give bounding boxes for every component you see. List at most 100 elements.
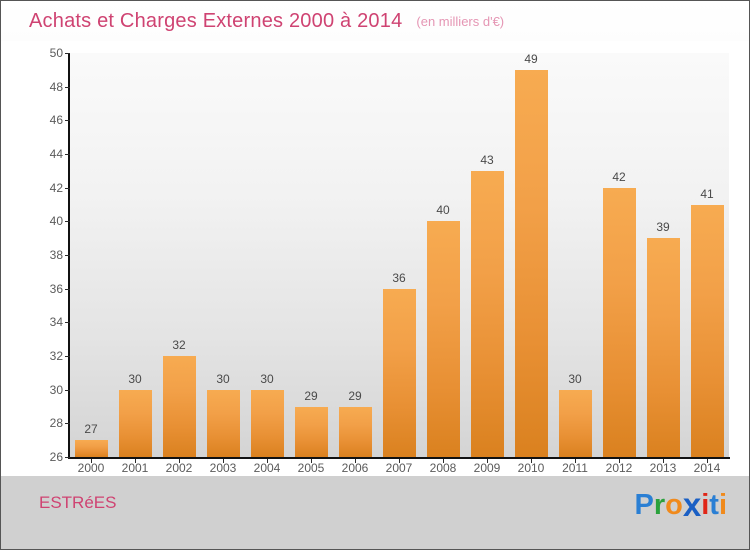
y-axis-tick-mark xyxy=(65,457,70,458)
x-axis-tick-label: 2009 xyxy=(473,461,501,475)
x-axis-tick-label: 2002 xyxy=(165,461,193,475)
logo-letter-r: r xyxy=(653,489,666,521)
y-axis-tick-mark xyxy=(65,322,70,323)
bar-value-label: 30 xyxy=(260,371,274,386)
bar[interactable] xyxy=(294,406,328,457)
y-axis-tick-mark xyxy=(65,53,70,54)
logo-letter-i-second: i xyxy=(718,489,727,521)
y-axis-tick-mark xyxy=(65,87,70,88)
x-axis-tick-label: 2005 xyxy=(297,461,325,475)
x-axis-tick-mark xyxy=(135,459,136,463)
proxiti-logo[interactable]: Proxiti xyxy=(634,486,727,522)
x-axis-tick-mark xyxy=(91,459,92,463)
logo-letter-t: t xyxy=(709,489,719,521)
x-axis-tick-label: 2003 xyxy=(209,461,237,475)
x-axis-tick-mark xyxy=(267,459,268,463)
x-axis-tick-mark xyxy=(223,459,224,463)
x-axis-tick-mark xyxy=(707,459,708,463)
bar-value-label: 30 xyxy=(568,371,582,386)
bar-value-label: 30 xyxy=(128,371,142,386)
x-axis-tick-mark xyxy=(443,459,444,463)
bar[interactable] xyxy=(74,440,108,457)
y-axis-tick-mark xyxy=(65,154,70,155)
y-axis-tick-label: 38 xyxy=(49,248,63,262)
commune-label: ESTRéES xyxy=(39,493,117,512)
bar-value-label: 36 xyxy=(392,270,406,285)
y-axis-tick-label: 34 xyxy=(49,315,63,330)
x-axis-tick-label: 2004 xyxy=(253,461,281,475)
bar[interactable] xyxy=(602,187,636,457)
y-axis-tick-label: 32 xyxy=(49,349,63,363)
x-axis-tick-mark xyxy=(531,459,532,463)
bar[interactable] xyxy=(206,389,240,457)
x-axis-tick-label: 2011 xyxy=(562,461,588,475)
bar[interactable] xyxy=(118,389,152,457)
y-axis-tick-mark xyxy=(65,390,70,391)
x-axis-tick-mark xyxy=(399,459,400,463)
bar-value-label: 40 xyxy=(436,203,450,218)
y-axis-tick-mark xyxy=(65,120,70,121)
logo-letter-p: P xyxy=(634,489,654,521)
x-axis-tick-mark xyxy=(355,459,356,463)
bar[interactable] xyxy=(646,238,680,457)
bar[interactable] xyxy=(338,406,372,457)
bar[interactable] xyxy=(426,221,460,457)
x-axis-tick-mark xyxy=(179,459,180,463)
bar-value-label: 32 xyxy=(172,338,186,352)
bar[interactable] xyxy=(690,204,724,457)
x-axis-tick-label: 2000 xyxy=(77,461,105,475)
x-axis-tick-mark xyxy=(619,459,620,463)
y-axis-tick-label: 28 xyxy=(49,416,63,431)
x-axis-tick-mark xyxy=(575,459,576,463)
bar-value-label: 41 xyxy=(700,186,714,201)
x-axis-tick-label: 2007 xyxy=(385,461,413,475)
y-axis-tick-mark xyxy=(65,356,70,357)
y-axis-tick-label: 46 xyxy=(49,113,63,128)
bar[interactable] xyxy=(382,288,416,457)
y-axis-tick-label: 30 xyxy=(49,382,63,397)
bar-value-label: 42 xyxy=(612,169,626,184)
bar-value-label: 29 xyxy=(348,388,362,403)
x-axis-tick-label: 2001 xyxy=(121,461,149,475)
logo-letter-o: o xyxy=(665,489,683,521)
y-axis-tick-label: 26 xyxy=(49,450,63,464)
plot-wrapper: 26 28 30 32 34 36 38 40 42 44 46 48 50 2000 2001 2002 2… xyxy=(1,41,749,476)
y-axis-tick-mark xyxy=(65,188,70,189)
logo-letter-i-first: i xyxy=(701,489,710,521)
chart-footer: ESTRéES Proxiti xyxy=(1,476,749,549)
y-axis-tick-mark xyxy=(65,221,70,222)
bar-value-label: 49 xyxy=(524,51,538,66)
y-axis-tick-label: 50 xyxy=(49,46,63,60)
x-axis-tick-mark xyxy=(663,459,664,463)
bar[interactable] xyxy=(470,170,504,457)
x-axis-tick-label: 2014 xyxy=(693,461,721,475)
y-axis-tick-label: 42 xyxy=(49,180,63,195)
y-axis-tick-mark xyxy=(65,289,70,290)
y-axis-tick-label: 40 xyxy=(49,214,63,229)
y-axis-tick-label: 44 xyxy=(49,147,63,161)
bar-value-label: 39 xyxy=(656,220,670,235)
bar-value-label: 43 xyxy=(480,152,494,167)
x-axis-tick-mark xyxy=(311,459,312,463)
bar[interactable] xyxy=(558,389,592,457)
bar[interactable] xyxy=(250,389,284,457)
x-axis-tick-label: 2008 xyxy=(429,461,457,475)
x-axis-tick-label: 2006 xyxy=(341,461,369,475)
y-axis-tick-mark xyxy=(65,423,70,424)
bar[interactable] xyxy=(162,356,196,457)
x-axis-tick-label: 2010 xyxy=(517,461,545,475)
x-axis-tick-label: 2013 xyxy=(649,461,677,475)
x-axis-tick-mark xyxy=(487,459,488,463)
bar[interactable] xyxy=(514,69,548,457)
bar-value-label: 30 xyxy=(216,371,230,386)
y-axis-tick-label: 36 xyxy=(49,281,63,296)
bar-value-label: 29 xyxy=(304,388,318,403)
x-axis-line xyxy=(68,457,730,459)
bar-value-label: 27 xyxy=(84,422,98,437)
x-axis-tick-label: 2012 xyxy=(605,461,633,475)
chart-subtitle: (en milliers d'€) xyxy=(416,13,505,29)
y-axis-tick-mark xyxy=(65,255,70,256)
y-axis-tick-label: 48 xyxy=(49,79,63,94)
page-title: Achats et Charges Externes 2000 à 2014 xyxy=(29,9,403,32)
